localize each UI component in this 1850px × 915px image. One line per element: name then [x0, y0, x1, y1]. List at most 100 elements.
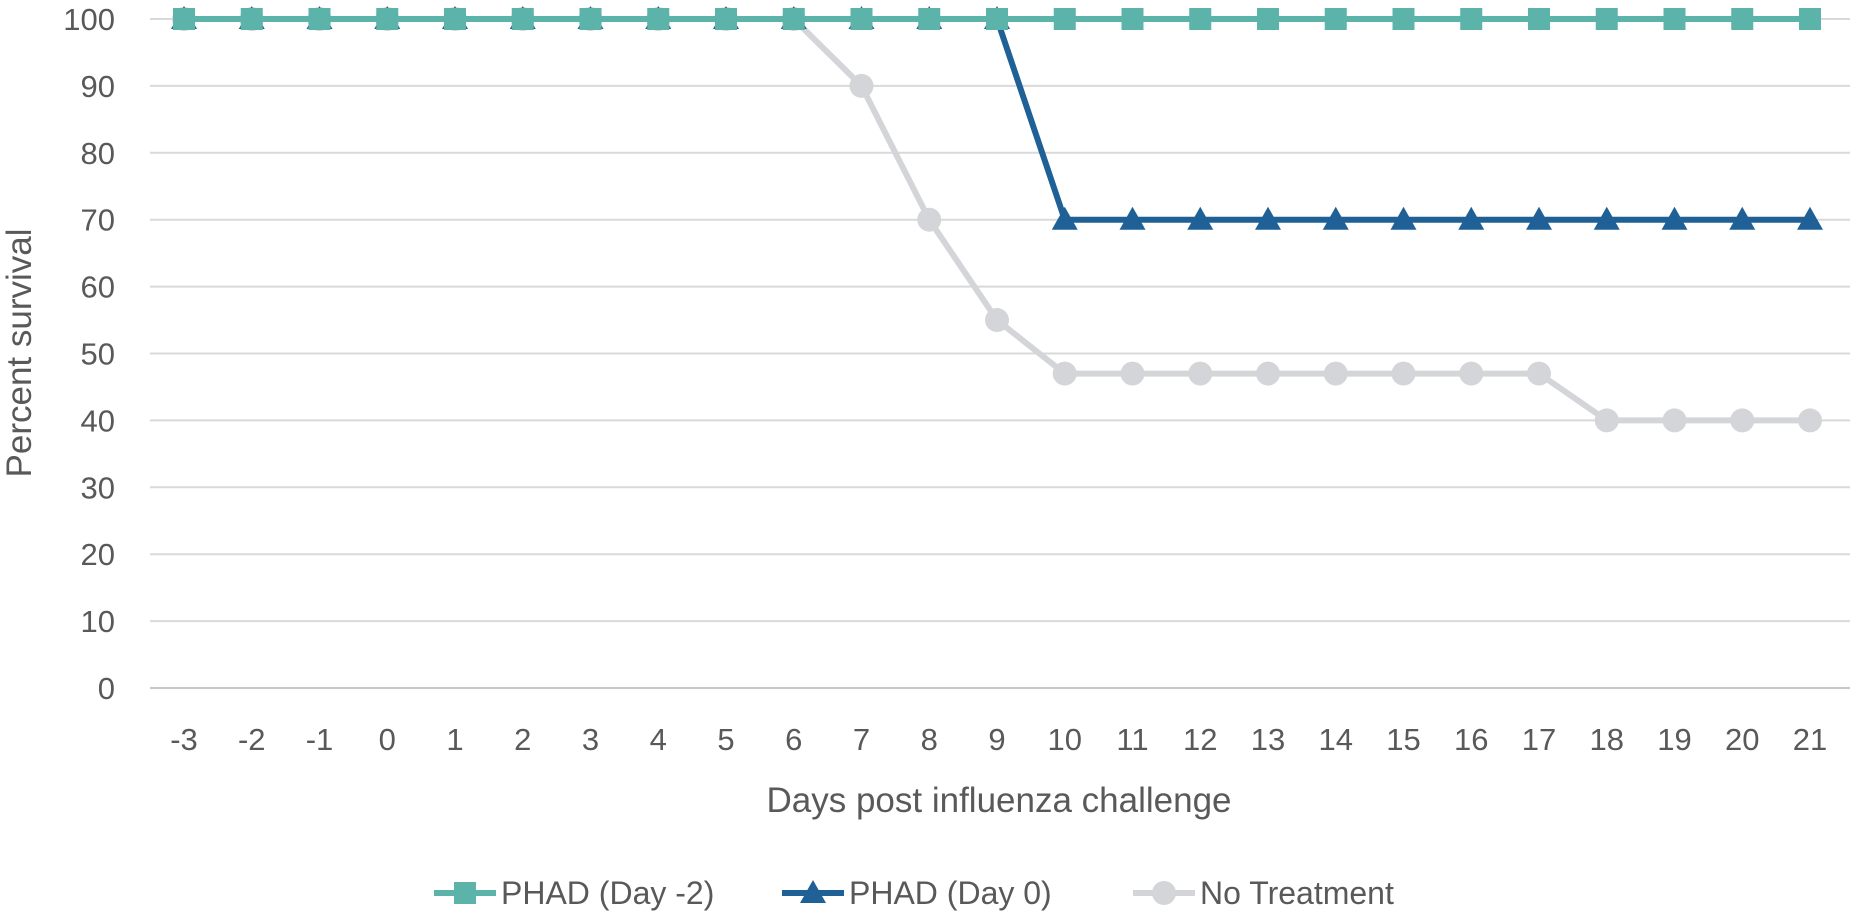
data-point: [715, 8, 737, 30]
data-point: [444, 8, 466, 30]
x-tick-label: 3: [582, 722, 599, 757]
data-point: [1120, 361, 1145, 386]
series-lines: [171, 6, 1823, 433]
x-tick-label: 15: [1386, 722, 1420, 757]
x-tick-label: -1: [306, 722, 334, 757]
data-point: [1730, 408, 1755, 433]
legend-item: PHAD (Day 0): [782, 875, 1052, 911]
data-point: [1527, 361, 1551, 386]
x-tick-label: 5: [717, 722, 734, 757]
x-tick-label: -2: [238, 722, 266, 757]
legend-label: PHAD (Day -2): [501, 875, 714, 911]
x-tick-label: 1: [446, 722, 463, 757]
legend-marker: [800, 880, 826, 903]
x-tick-label: 7: [853, 722, 870, 757]
x-axis-title: Days post influenza challenge: [766, 781, 1231, 820]
x-tick-label: 0: [379, 722, 396, 757]
data-point: [1257, 8, 1279, 30]
data-point: [308, 8, 331, 30]
data-point: [1459, 361, 1484, 386]
data-point: [240, 8, 263, 30]
y-tick-label: 20: [81, 537, 115, 572]
data-point: [1052, 361, 1077, 386]
data-point: [1662, 408, 1687, 433]
data-point: [1595, 8, 1618, 30]
x-tick-label: 4: [650, 722, 667, 757]
y-tick-label: 50: [81, 337, 115, 372]
data-point: [1324, 8, 1347, 30]
legend: PHAD (Day -2) PHAD (Day 0) No Treatment: [434, 875, 1394, 911]
data-point: [1119, 206, 1146, 230]
legend-marker: [1152, 881, 1176, 905]
x-tick-label: -3: [170, 722, 198, 757]
data-point: [986, 8, 1008, 30]
data-point: [1797, 206, 1823, 230]
x-tick-label: 6: [785, 722, 802, 757]
x-tick-label: 11: [1116, 722, 1148, 757]
data-point: [1458, 206, 1485, 230]
data-point: [1528, 8, 1550, 30]
data-point: [1661, 206, 1688, 230]
x-tick-label: 18: [1590, 722, 1624, 757]
legend-label: PHAD (Day 0): [849, 875, 1052, 911]
data-point: [782, 8, 805, 30]
x-tick-label: 21: [1793, 722, 1827, 757]
data-point: [1187, 206, 1214, 230]
data-point: [1594, 408, 1619, 433]
data-point: [1121, 8, 1144, 30]
legend-label: No Treatment: [1200, 875, 1394, 911]
y-tick-label: 30: [81, 470, 115, 505]
data-point: [1323, 361, 1348, 386]
data-point: [918, 8, 941, 30]
y-tick-label: 10: [81, 604, 115, 639]
data-point: [1391, 361, 1416, 386]
x-tick-label: 13: [1251, 722, 1285, 757]
data-point: [579, 8, 602, 30]
series-line: [181, 16, 1813, 223]
legend-item: PHAD (Day -2): [434, 875, 714, 911]
y-tick-label: 100: [63, 2, 115, 37]
x-tick-label: 17: [1522, 722, 1556, 757]
y-axis-title: Percent survival: [0, 229, 39, 478]
data-point: [1526, 206, 1552, 230]
x-tick-label: 12: [1183, 722, 1217, 757]
y-tick-label: 40: [81, 403, 115, 438]
data-point: [1051, 206, 1078, 230]
y-axis-ticks: 0 10 20 30 40 50 60 70 80 90 100: [63, 2, 115, 706]
legend-marker: [454, 882, 476, 904]
data-point: [1392, 8, 1415, 30]
data-point: [511, 8, 534, 30]
data-point: [1729, 206, 1756, 230]
series-group: [171, 6, 1823, 230]
data-point: [985, 308, 1009, 333]
data-point: [850, 8, 873, 30]
x-tick-label: 19: [1657, 722, 1691, 757]
x-axis-ticks: -3 -2 -1 0 1 2 3 4 5 6 7 8 9 10 11 12 13 14 15 16 17 18 19 20 21: [170, 722, 1827, 757]
data-point: [849, 73, 874, 98]
x-tick-label: 9: [988, 722, 1005, 757]
data-point: [1189, 8, 1212, 30]
legend-item: No Treatment: [1133, 875, 1394, 911]
y-tick-label: 60: [81, 270, 115, 305]
data-point: [1799, 8, 1821, 30]
data-point: [1593, 206, 1620, 230]
x-tick-label: 8: [921, 722, 938, 757]
data-point: [917, 207, 942, 232]
data-point: [1053, 8, 1076, 30]
data-point: [1460, 8, 1483, 30]
data-point: [1663, 8, 1686, 30]
y-tick-label: 0: [98, 671, 115, 706]
gridlines: [150, 18, 1850, 689]
data-point: [1390, 206, 1417, 230]
data-point: [647, 8, 670, 30]
data-point: [1255, 206, 1281, 230]
data-point: [1798, 408, 1822, 433]
series-group: [173, 8, 1821, 30]
data-point: [1322, 206, 1349, 230]
data-point: [173, 8, 195, 30]
data-point: [1256, 361, 1280, 386]
data-point: [1188, 361, 1213, 386]
y-tick-label: 70: [81, 203, 115, 238]
